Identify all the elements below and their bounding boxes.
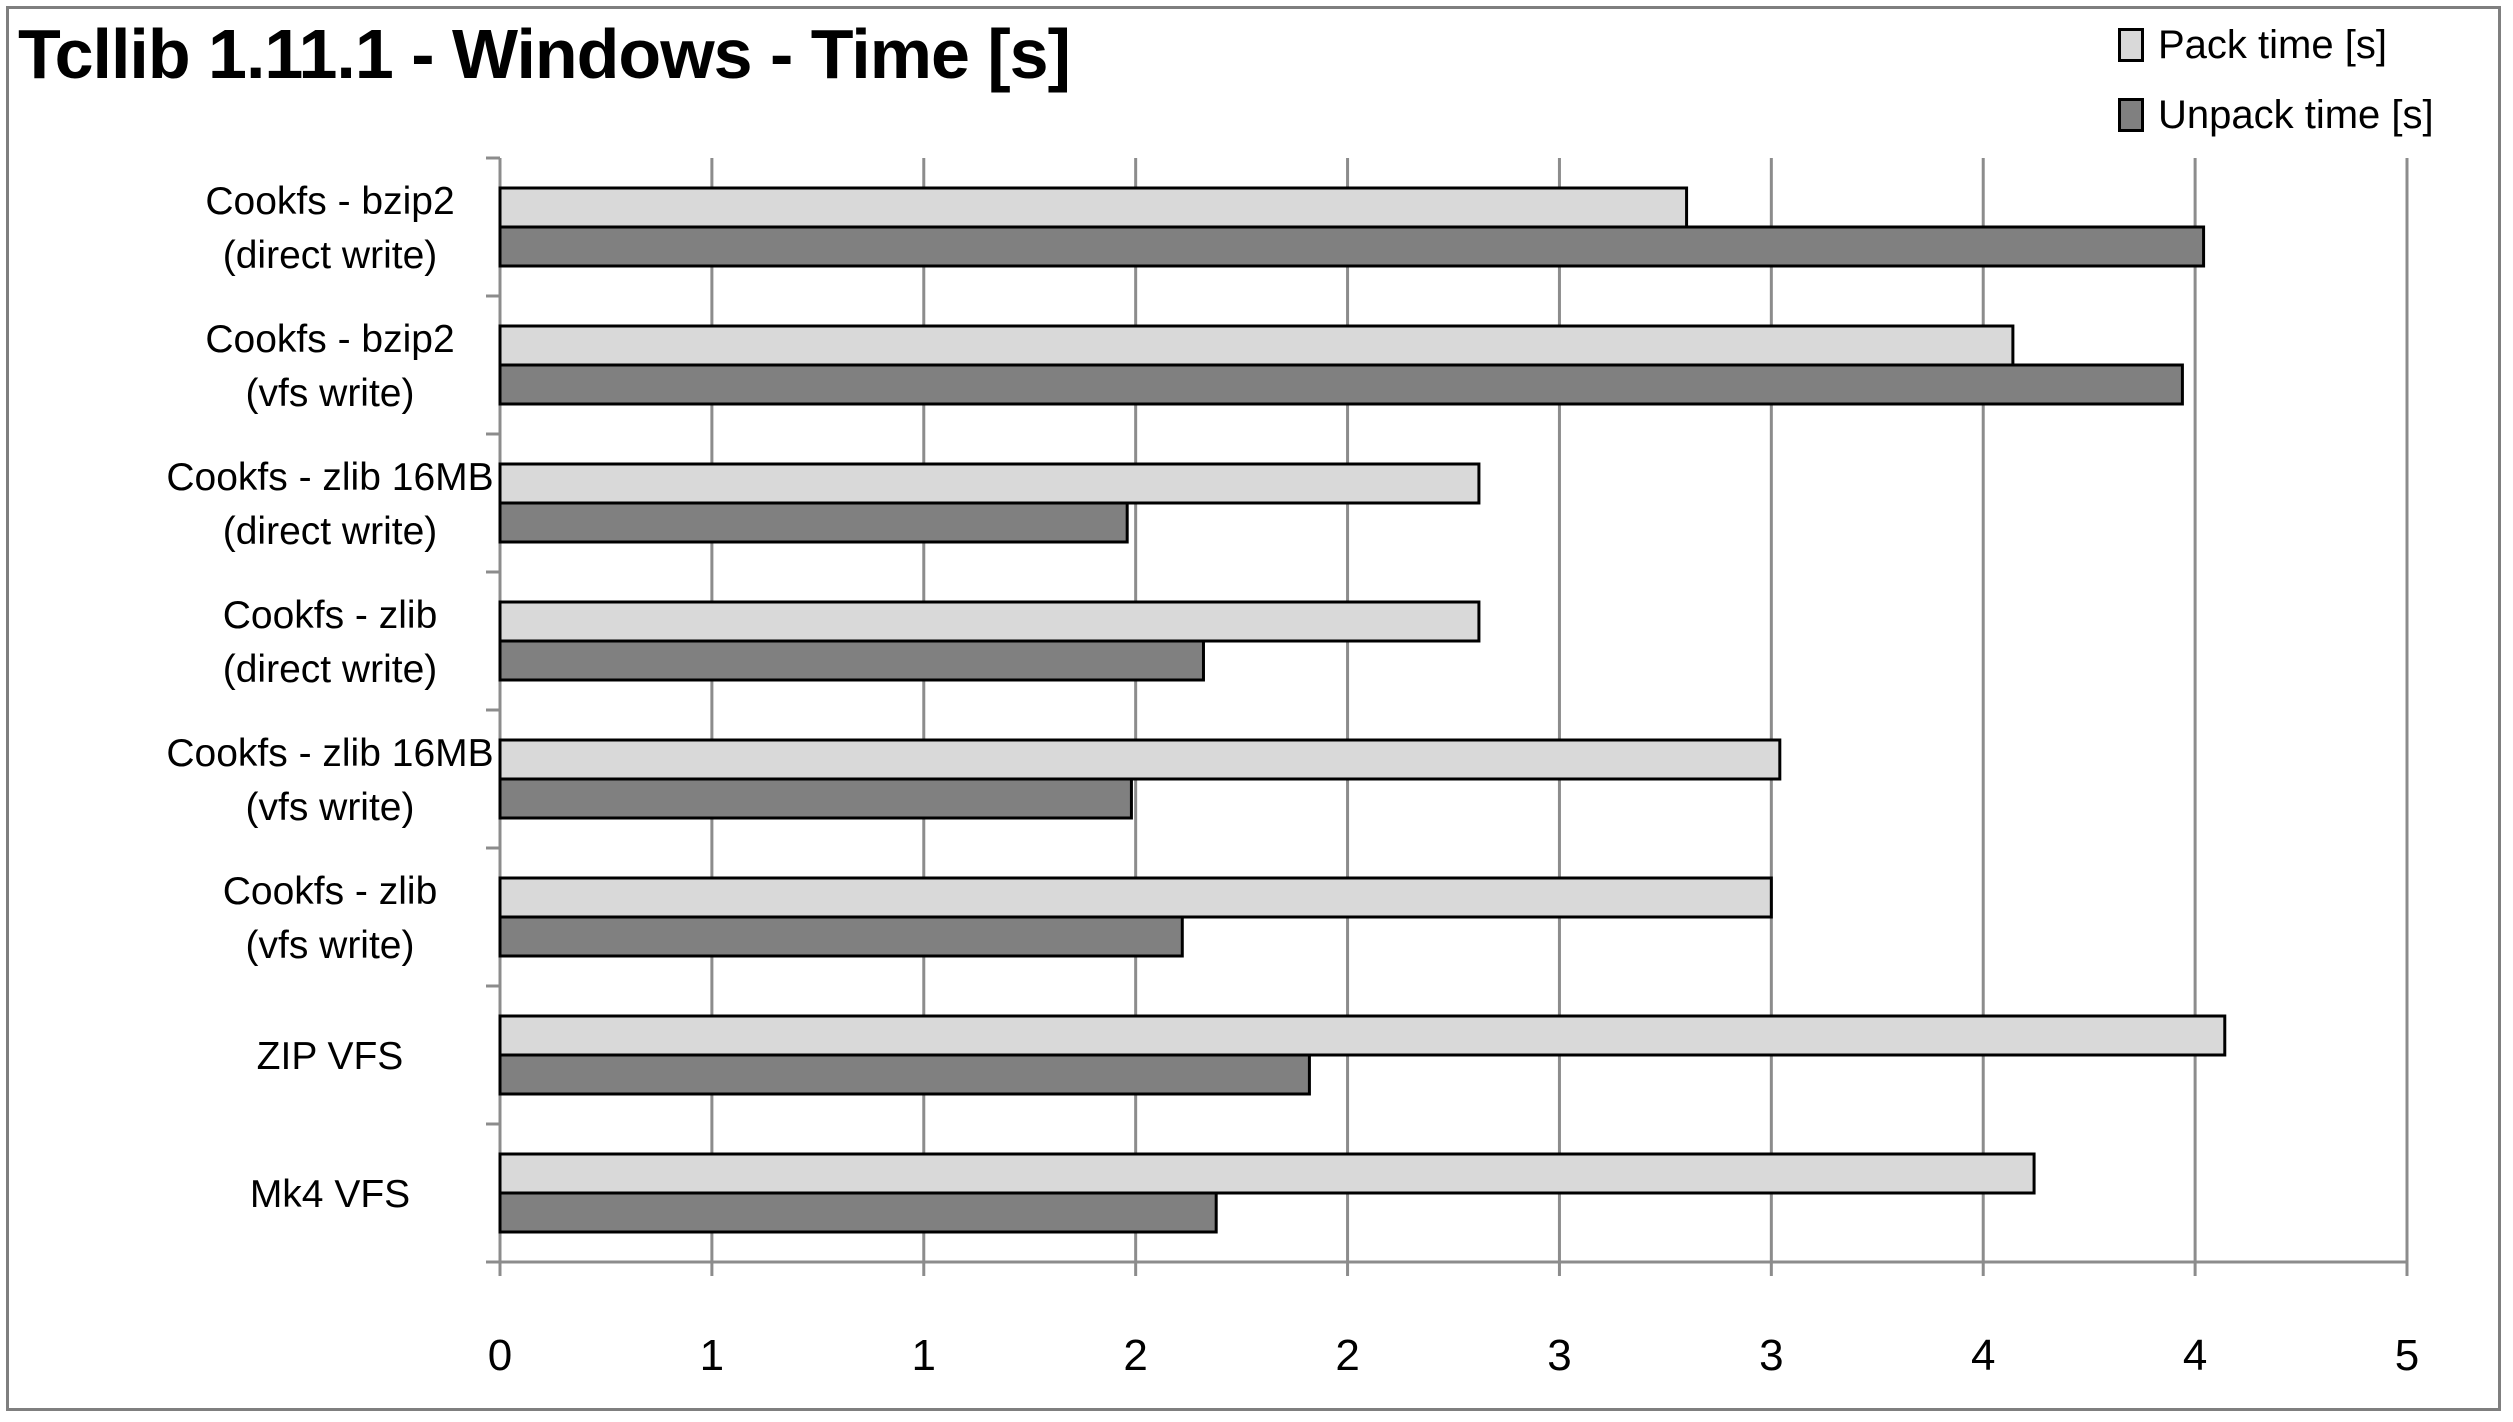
x-tick-label-5: 3 <box>1547 1331 1571 1380</box>
category-label-4-line-0: Cookfs - zlib 16MB <box>166 732 493 775</box>
legend-label-pack: Pack time [s] <box>2158 22 2387 67</box>
category-label-1-line-0: Cookfs - bzip2 <box>205 318 454 361</box>
category-label-1-line-1: (vfs write) <box>246 372 415 415</box>
chart-title: Tcllib 1.11.1 - Windows - Time [s] <box>18 15 1071 93</box>
category-label-3-line-1: (direct write) <box>223 648 438 691</box>
category-label-0-line-1: (direct write) <box>223 234 438 277</box>
category-label-3-line-0: Cookfs - zlib <box>223 594 438 637</box>
legend: Pack time [s] Unpack time [s] <box>2118 10 2434 150</box>
legend-label-unpack: Unpack time [s] <box>2158 92 2434 137</box>
bar-unpack-5 <box>498 915 1184 958</box>
x-tick-label-6: 3 <box>1759 1331 1783 1380</box>
x-tick-label-9: 5 <box>2395 1331 2419 1380</box>
bar-pack-2 <box>498 462 1481 505</box>
bar-unpack-6 <box>498 1053 1311 1096</box>
category-label-5-line-1: (vfs write) <box>246 924 415 967</box>
x-tick-label-4: 2 <box>1335 1331 1359 1380</box>
category-label-0-line-0: Cookfs - bzip2 <box>205 180 454 223</box>
bar-unpack-3 <box>498 639 1205 682</box>
legend-item-unpack: Unpack time [s] <box>2118 80 2434 150</box>
legend-swatch-pack <box>2118 28 2144 62</box>
legend-item-pack: Pack time [s] <box>2118 10 2434 80</box>
legend-swatch-unpack <box>2118 98 2144 132</box>
bar-unpack-2 <box>498 501 1129 544</box>
bar-unpack-7 <box>498 1191 1218 1234</box>
bar-pack-6 <box>498 1014 2227 1057</box>
bar-unpack-1 <box>498 363 2184 406</box>
bar-unpack-4 <box>498 777 1133 820</box>
bar-pack-7 <box>498 1152 2036 1195</box>
x-tick-label-3: 2 <box>1123 1331 1147 1380</box>
category-label-5-line-0: Cookfs - zlib <box>223 870 438 913</box>
x-tick-label-0: 0 <box>488 1331 512 1380</box>
category-label-7-line-0: Mk4 VFS <box>250 1173 410 1216</box>
category-label-6-line-0: ZIP VFS <box>257 1035 404 1078</box>
bar-pack-0 <box>498 186 1689 229</box>
category-label-2-line-0: Cookfs - zlib 16MB <box>166 456 493 499</box>
bar-pack-1 <box>498 324 2015 367</box>
bar-pack-4 <box>498 738 1782 781</box>
bar-pack-3 <box>498 600 1481 643</box>
x-tick-label-2: 1 <box>912 1331 936 1380</box>
category-label-2-line-1: (direct write) <box>223 510 438 553</box>
bar-pack-5 <box>498 876 1773 919</box>
bar-unpack-0 <box>498 225 2206 268</box>
category-label-4-line-1: (vfs write) <box>246 786 415 829</box>
x-tick-label-7: 4 <box>1971 1331 1995 1380</box>
x-tick-label-1: 1 <box>700 1331 724 1380</box>
x-tick-label-8: 4 <box>2183 1331 2207 1380</box>
